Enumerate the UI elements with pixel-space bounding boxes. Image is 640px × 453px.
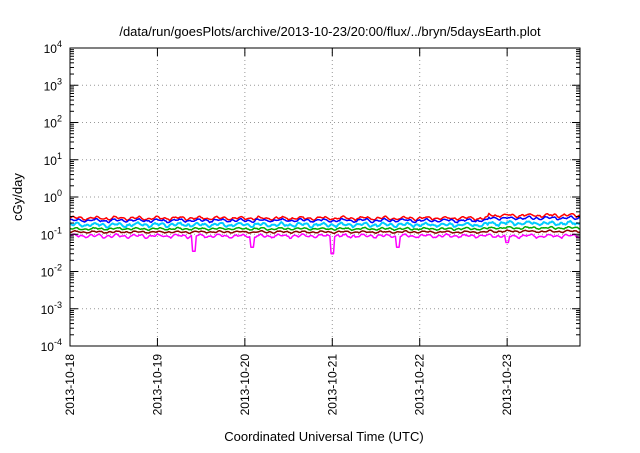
x-tick-label: 2013-10-19	[150, 354, 164, 416]
x-tick-label: 2013-10-22	[413, 354, 427, 416]
chart-title: /data/run/goesPlots/archive/2013-10-23/2…	[119, 24, 541, 39]
y-tick-label: 102	[44, 114, 62, 131]
y-axis-label: cGy/day	[10, 173, 25, 221]
series-line	[69, 225, 581, 232]
grid	[70, 48, 580, 346]
x-tick-label: 2013-10-18	[63, 354, 77, 416]
y-tick-label: 104	[44, 39, 62, 56]
y-tick-label: 10-2	[41, 263, 62, 280]
series-line	[69, 212, 581, 222]
axes: 10-4 10-3 10-2 10-1 100 101 102 103 104 2013-10-1…	[41, 39, 580, 415]
x-tick-label: 2013-10-23	[500, 354, 514, 416]
y-tick-label: 10-3	[41, 300, 62, 317]
y-tick-label: 100	[44, 188, 62, 205]
y-tick-label: 103	[44, 76, 62, 93]
y-tick-label: 10-1	[41, 225, 62, 242]
x-axis-label: Coordinated Universal Time (UTC)	[224, 429, 423, 444]
series-line	[69, 220, 581, 229]
series-line	[70, 229, 580, 235]
series-line	[69, 232, 581, 255]
series-line	[69, 215, 581, 224]
x-tick-label: 2013-10-20	[238, 354, 252, 416]
y-tick-label: 10-4	[41, 337, 62, 354]
x-tick-label: 2013-10-21	[325, 354, 339, 416]
y-tick-label: 101	[44, 151, 62, 168]
series-layer	[69, 212, 581, 255]
